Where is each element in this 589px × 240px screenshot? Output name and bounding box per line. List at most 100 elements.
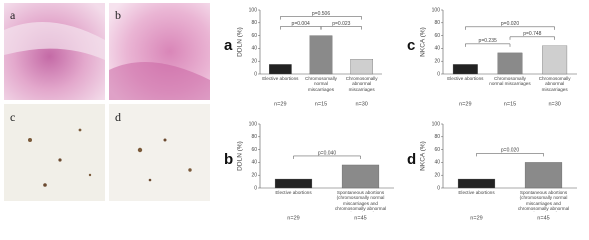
y-tick-label: 100 <box>432 121 441 127</box>
p-value-label: p=0.004 <box>292 21 310 27</box>
y-tick-label: 20 <box>434 173 440 179</box>
category-text: Spontaneous abortions (chromosomally nor… <box>334 190 387 212</box>
n-label: n=30 <box>355 101 367 107</box>
p-value-label: p=0.506 <box>312 11 330 17</box>
x-tick-label: Spontaneous abortions (chromosomally nor… <box>517 190 570 212</box>
x-tick-label: Chromosomally normal miscarriages <box>305 76 337 92</box>
x-tick-label: Spontaneous abortions (chromosomally nor… <box>334 190 387 212</box>
significance-bracket <box>465 26 555 30</box>
p-value-label: p=0.023 <box>332 21 350 27</box>
category-text: Chromosomally normal miscarriages <box>489 76 531 87</box>
y-tick-label: 20 <box>251 173 257 179</box>
bar <box>268 64 292 75</box>
n-label: n=29 <box>287 215 299 221</box>
category-text: Chromosomally abnormal miscarriages <box>538 76 571 92</box>
bar <box>497 52 523 75</box>
y-tick-label: 60 <box>251 147 257 153</box>
micrograph-b: b <box>109 3 210 100</box>
bar <box>350 59 374 75</box>
bar <box>341 164 380 189</box>
x-tick-label: Elective abortions <box>275 190 312 195</box>
y-tick-label: 80 <box>251 20 257 26</box>
figure: a b c d a DDLN (%) 0 20 40 60 80 100 Elective ab… <box>4 3 577 221</box>
bar <box>274 178 313 189</box>
y-tick-label: 80 <box>434 134 440 140</box>
category-text: Elective abortions <box>275 190 312 195</box>
category-text: Chromosomally normal miscarriages <box>305 76 337 92</box>
significance-bracket <box>280 26 322 30</box>
category-text: Elective abortions <box>447 76 484 81</box>
y-tick-label: 0 <box>437 71 440 77</box>
category-text: Chromosomally abnormal miscarriages <box>345 76 378 92</box>
y-tick-label: 80 <box>434 20 440 26</box>
y-tick-label: 60 <box>434 33 440 39</box>
n-label: n=45 <box>354 215 366 221</box>
y-tick-label: 100 <box>249 121 258 127</box>
significance-bracket <box>465 43 511 47</box>
bar <box>452 64 478 75</box>
y-tick-label: 40 <box>434 46 440 52</box>
y-tick-label: 40 <box>434 160 440 166</box>
y-tick-label: 40 <box>251 160 257 166</box>
y-tick-label: 40 <box>251 46 257 52</box>
p-value-label: p=0.235 <box>479 38 497 44</box>
y-tick-label: 0 <box>437 185 440 191</box>
n-label: n=29 <box>274 101 286 107</box>
x-tick-label: Chromosomally normal miscarriages <box>489 76 531 87</box>
category-text: Elective abortions <box>262 76 299 81</box>
x-tick-label: Elective abortions <box>447 76 484 81</box>
bar-chart: c NKCA (%) 0 20 40 60 80 100 Elective abortions n… <box>407 7 577 107</box>
p-value-label: p=0.040 <box>318 150 336 156</box>
x-tick-label: Elective abortions <box>458 190 495 195</box>
y-tick-label: 20 <box>434 59 440 65</box>
micrograph-c: c <box>4 104 105 201</box>
n-label: n=15 <box>504 101 516 107</box>
y-axis-label: NKCA (%) <box>420 27 427 57</box>
bar <box>457 178 496 189</box>
y-tick-label: 0 <box>254 71 257 77</box>
x-tick-label: Chromosomally abnormal miscarriages <box>538 76 571 92</box>
y-tick-label: 60 <box>251 33 257 39</box>
y-tick-label: 100 <box>249 7 258 13</box>
significance-bracket <box>509 36 555 40</box>
n-label: n=29 <box>470 215 482 221</box>
y-tick-label: 100 <box>432 7 441 13</box>
y-tick-label: 20 <box>251 59 257 65</box>
bar <box>524 162 563 189</box>
micrograph-d: d <box>109 104 210 201</box>
image-label: a <box>10 8 16 22</box>
y-axis-label: DDLN (%) <box>237 141 244 171</box>
n-label: n=29 <box>459 101 471 107</box>
y-axis-label: NKCA (%) <box>420 141 427 171</box>
p-value-label: p=0.020 <box>501 148 519 154</box>
image-label: b <box>115 8 121 22</box>
y-tick-label: 0 <box>254 185 257 191</box>
p-value-label: p=0.020 <box>501 21 519 27</box>
y-axis-label: DDLN (%) <box>237 27 244 57</box>
bar <box>542 45 568 75</box>
significance-bracket <box>476 153 544 157</box>
n-label: n=30 <box>548 101 560 107</box>
n-label: n=15 <box>315 101 327 107</box>
category-text: Spontaneous abortions (chromosomally nor… <box>517 190 570 212</box>
image-label: d <box>115 110 121 124</box>
panel-label: a <box>224 37 233 54</box>
significance-bracket <box>293 155 361 159</box>
bar <box>309 35 333 75</box>
y-tick-label: 60 <box>434 147 440 153</box>
n-label: n=45 <box>537 215 549 221</box>
bar-chart: d NKCA (%) 0 20 40 60 80 100 Elective abortions n… <box>407 121 577 221</box>
micrograph-a: a <box>4 3 105 100</box>
p-value-label: p=0.748 <box>523 31 541 37</box>
image-label: c <box>10 110 15 124</box>
significance-bracket <box>320 26 362 30</box>
category-text: Elective abortions <box>458 190 495 195</box>
bar-chart: b DDLN (%) 0 20 40 60 80 100 Elective abortions n… <box>224 121 394 221</box>
x-tick-label: Chromosomally abnormal miscarriages <box>345 76 378 92</box>
panel-label: d <box>407 151 416 168</box>
y-tick-label: 80 <box>251 134 257 140</box>
panel-label: b <box>224 151 233 168</box>
significance-bracket <box>280 16 362 20</box>
bar-chart: a DDLN (%) 0 20 40 60 80 100 Elective abortions n… <box>224 7 382 107</box>
panel-label: c <box>407 37 415 54</box>
